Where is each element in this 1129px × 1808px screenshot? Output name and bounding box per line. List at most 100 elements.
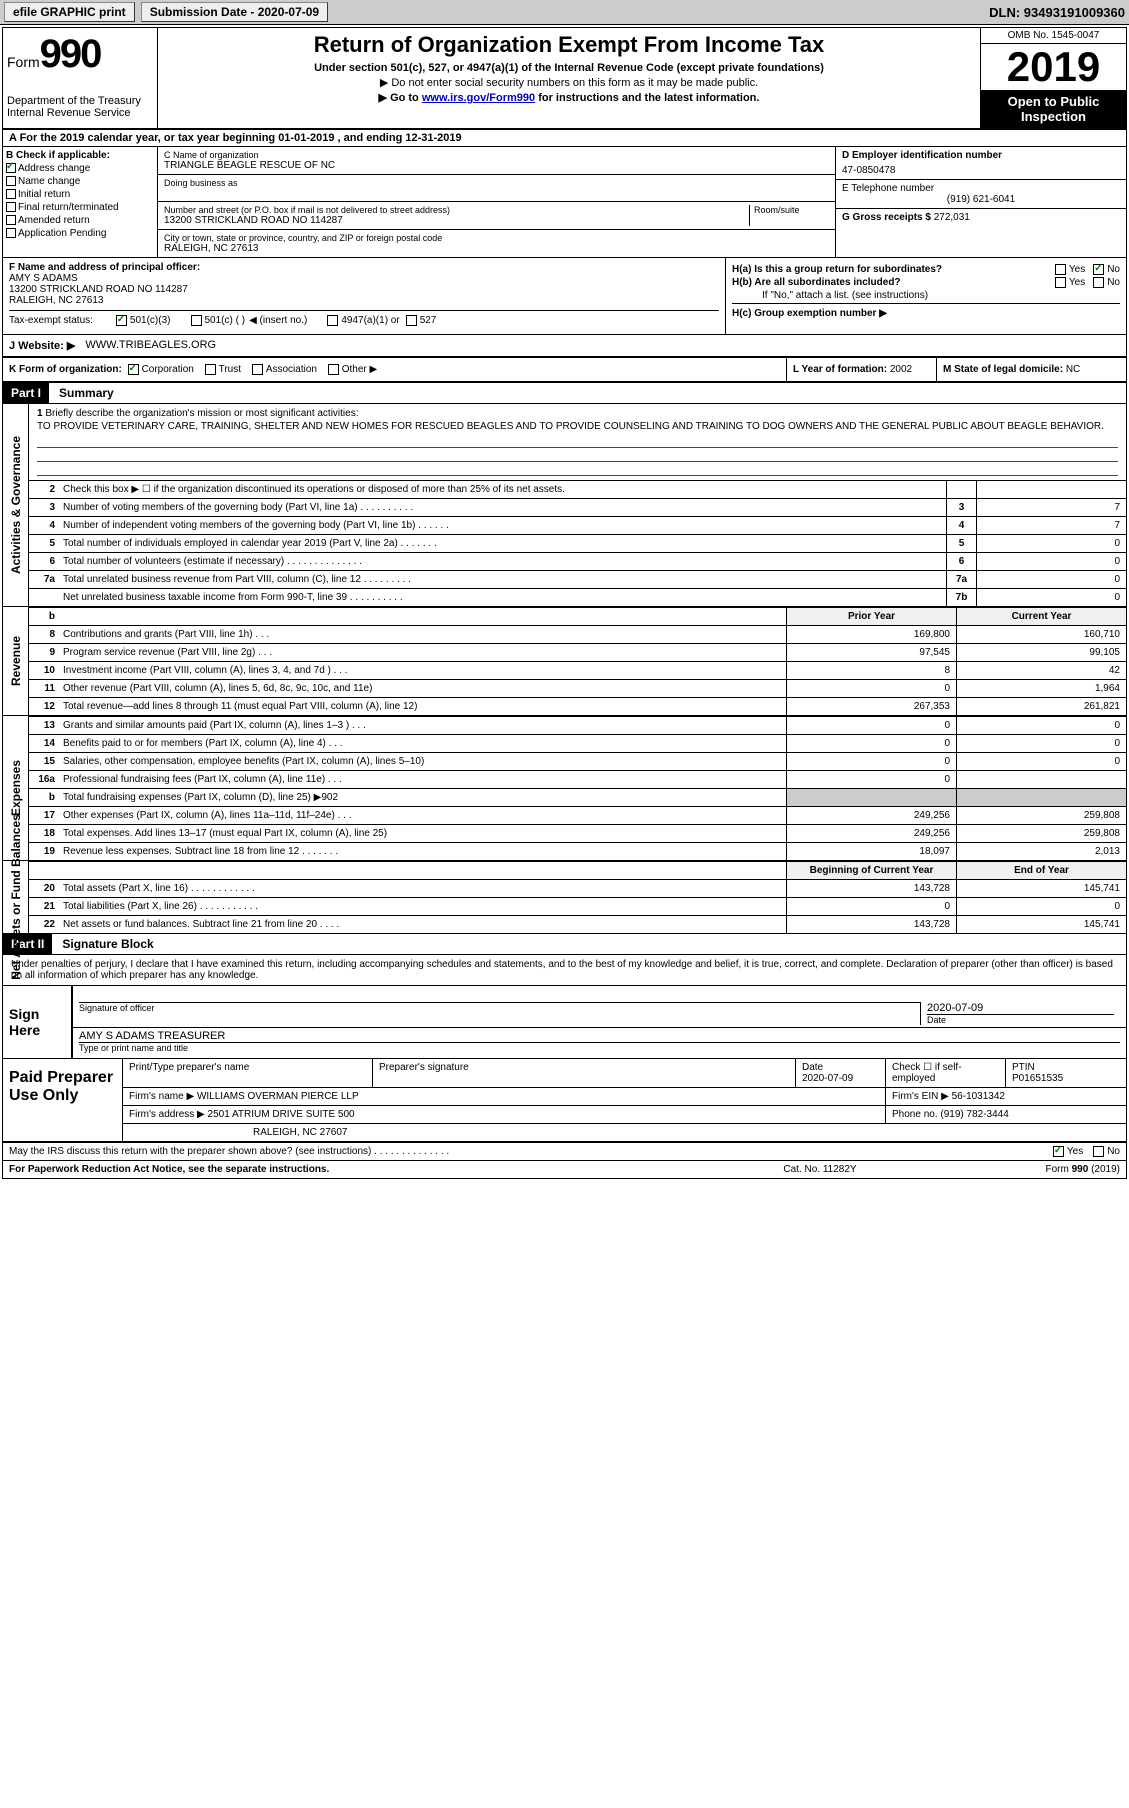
sub-line-1: Under section 501(c), 527, or 4947(a)(1)… <box>166 62 972 74</box>
h-note: If "No," attach a list. (see instruction… <box>762 290 928 301</box>
website-label: J Website: ▶ <box>9 339 75 352</box>
l-label: L Year of formation: <box>793 364 887 375</box>
hb-no[interactable] <box>1093 277 1104 288</box>
part1-title: Summary <box>49 383 124 403</box>
k-corp[interactable] <box>128 364 139 375</box>
netasset-row: 20Total assets (Part X, line 16) . . . .… <box>29 879 1126 897</box>
sig-intro: Under penalties of perjury, I declare th… <box>3 955 1126 986</box>
city-state-zip: RALEIGH, NC 27613 <box>164 243 829 254</box>
box-g-label: G Gross receipts $ <box>842 212 931 223</box>
submission-button[interactable]: Submission Date - 2020-07-09 <box>141 2 328 22</box>
revenue-row: 10Investment income (Part VIII, column (… <box>29 661 1126 679</box>
k-assoc[interactable] <box>252 364 263 375</box>
expense-row: 19Revenue less expenses. Subtract line 1… <box>29 842 1126 860</box>
website-value: WWW.TRIBEAGLES.ORG <box>85 339 216 352</box>
officer-addr1: 13200 STRICKLAND ROAD NO 114287 <box>9 284 719 295</box>
check-pending[interactable] <box>6 228 16 238</box>
expense-row: bTotal fundraising expenses (Part IX, co… <box>29 788 1126 806</box>
omb-number: OMB No. 1545-0047 <box>981 28 1126 44</box>
phone-value: (919) 621-6041 <box>842 194 1120 205</box>
current-year-header: Current Year <box>956 608 1126 625</box>
side-revenue: Revenue <box>3 607 29 715</box>
expense-row: 17Other expenses (Part IX, column (A), l… <box>29 806 1126 824</box>
netasset-row: 21Total liabilities (Part X, line 26) . … <box>29 897 1126 915</box>
end-year-header: End of Year <box>956 862 1126 879</box>
check-final-return[interactable] <box>6 202 16 212</box>
main-title: Return of Organization Exempt From Incom… <box>166 32 972 58</box>
street-address: 13200 STRICKLAND ROAD NO 114287 <box>164 215 749 226</box>
prep-print-label: Print/Type preparer's name <box>123 1059 373 1087</box>
officer-name: AMY S ADAMS <box>9 273 719 284</box>
side-governance: Activities & Governance <box>3 404 29 606</box>
city-label: City or town, state or province, country… <box>164 233 829 243</box>
gov-row: Net unrelated business taxable income fr… <box>29 588 1126 606</box>
footer-left: For Paperwork Reduction Act Notice, see … <box>9 1164 720 1175</box>
sub-line-2: ▶ Do not enter social security numbers o… <box>166 76 972 89</box>
addr-label: Number and street (or P.O. box if mail i… <box>164 205 749 215</box>
box-c-label: C Name of organization <box>164 150 829 160</box>
check-initial-return[interactable] <box>6 189 16 199</box>
hb-yes[interactable] <box>1055 277 1066 288</box>
tax-exempt-label: Tax-exempt status: <box>9 315 93 326</box>
expense-row: 13Grants and similar amounts paid (Part … <box>29 716 1126 734</box>
firm-name: WILLIAMS OVERMAN PIERCE LLP <box>197 1091 359 1102</box>
check-address-change[interactable] <box>6 163 16 173</box>
gov-row: 6Total number of volunteers (estimate if… <box>29 552 1126 570</box>
discuss-yes[interactable] <box>1053 1146 1064 1157</box>
gov-row: 5Total number of individuals employed in… <box>29 534 1126 552</box>
firm-addr2: RALEIGH, NC 27607 <box>123 1124 1126 1141</box>
k-trust[interactable] <box>205 364 216 375</box>
irs-link[interactable]: www.irs.gov/Form990 <box>422 92 535 104</box>
check-501c3[interactable] <box>116 315 127 326</box>
sig-name-label: Type or print name and title <box>79 1043 1120 1053</box>
firm-addr1: 2501 ATRIUM DRIVE SUITE 500 <box>208 1109 355 1120</box>
revenue-row: 12Total revenue—add lines 8 through 11 (… <box>29 697 1126 715</box>
form-id-cell: Form 990 Department of the Treasury Inte… <box>3 28 158 128</box>
k-other[interactable] <box>328 364 339 375</box>
firm-phone: (919) 782-3444 <box>940 1109 1008 1120</box>
expense-row: 16aProfessional fundraising fees (Part I… <box>29 770 1126 788</box>
box-b: B Check if applicable: Address change Na… <box>3 147 158 257</box>
prep-date: 2020-07-09 <box>802 1073 853 1084</box>
sig-date-label: Date <box>927 1015 1114 1025</box>
netasset-row: 22Net assets or fund balances. Subtract … <box>29 915 1126 933</box>
expense-row: 18Total expenses. Add lines 13–17 (must … <box>29 824 1126 842</box>
box-d-label: D Employer identification number <box>842 150 1120 161</box>
expense-row: 15Salaries, other compensation, employee… <box>29 752 1126 770</box>
box-b-title: B Check if applicable: <box>6 150 154 161</box>
check-501c[interactable] <box>191 315 202 326</box>
korg-label: K Form of organization: <box>9 364 122 375</box>
prior-year-header: Prior Year <box>786 608 956 625</box>
footer-right: Form 990 (2019) <box>920 1164 1120 1175</box>
year-cell: OMB No. 1545-0047 2019 Open to Public In… <box>981 28 1126 128</box>
m-val: NC <box>1066 364 1080 375</box>
gross-receipts: 272,031 <box>934 212 970 223</box>
side-netassets: Net Assets or Fund Balances <box>3 861 29 933</box>
box-e-label: E Telephone number <box>842 183 1120 194</box>
l-val: 2002 <box>890 364 912 375</box>
ha-yes[interactable] <box>1055 264 1066 275</box>
form-number: 990 <box>40 32 101 77</box>
org-name: TRIANGLE BEAGLE RESCUE OF NC <box>164 160 829 171</box>
check-amended[interactable] <box>6 215 16 225</box>
ha-no[interactable] <box>1093 264 1104 275</box>
ein-value: 47-0850478 <box>842 165 1120 176</box>
check-4947[interactable] <box>327 315 338 326</box>
check-name-change[interactable] <box>6 176 16 186</box>
title-cell: Return of Organization Exempt From Incom… <box>158 28 981 128</box>
check-527[interactable] <box>406 315 417 326</box>
sig-officer-label: Signature of officer <box>79 1003 920 1013</box>
prep-check-label: Check ☐ if self-employed <box>886 1059 1006 1087</box>
box-f-label: F Name and address of principal officer: <box>9 262 719 273</box>
sub-line-3: ▶ Go to www.irs.gov/Form990 for instruct… <box>166 91 972 104</box>
sig-name: AMY S ADAMS TREASURER <box>79 1030 1120 1042</box>
revenue-row: 8Contributions and grants (Part VIII, li… <box>29 625 1126 643</box>
efile-button[interactable]: efile GRAPHIC print <box>4 2 135 22</box>
officer-addr2: RALEIGH, NC 27613 <box>9 295 719 306</box>
gov-row: 2Check this box ▶ ☐ if the organization … <box>29 480 1126 498</box>
preparer-label: Paid Preparer Use Only <box>3 1059 123 1141</box>
tax-year: 2019 <box>981 44 1126 90</box>
discuss-text: May the IRS discuss this return with the… <box>9 1146 1050 1157</box>
sign-here-label: Sign Here <box>3 986 73 1058</box>
discuss-no[interactable] <box>1093 1146 1104 1157</box>
